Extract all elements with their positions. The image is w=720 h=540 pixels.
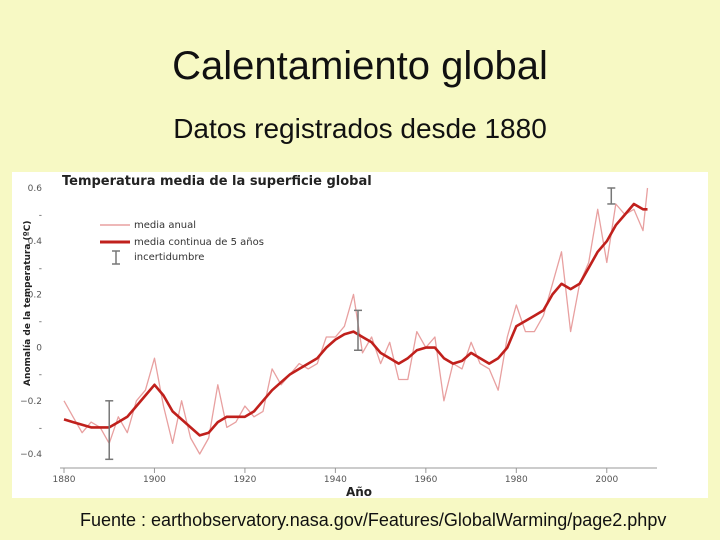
uncertainty-bar: [105, 400, 114, 461]
x-tick-label: 2000: [595, 475, 618, 485]
x-tick-label: 1920: [233, 475, 256, 485]
y-tick-label: 0: [36, 344, 42, 354]
chart-title: Temperatura media de la superficie globa…: [62, 174, 372, 189]
y-tick-label: -: [39, 211, 42, 221]
temperature-chart: −0.4 - −0.2 - 0 - 0.2 - 0.4 - 0.6 1880 1900 1920 1940…: [20, 174, 657, 499]
legend-uncertainty-swatch: [112, 250, 120, 265]
y-tick-group: −0.4 - −0.2 - 0 - 0.2 - 0.4 - 0.6: [20, 184, 42, 460]
y-tick-label: 0.2: [28, 290, 42, 300]
x-tick-label: 1940: [324, 475, 347, 485]
chart-panel: −0.4 - −0.2 - 0 - 0.2 - 0.4 - 0.6 1880 1900 1920 1940…: [12, 172, 708, 499]
x-tick-label: 1900: [143, 475, 166, 485]
x-tick-label: 1980: [505, 475, 528, 485]
uncertainty-bar: [607, 187, 616, 205]
slide-title: Calentamiento global: [172, 44, 548, 88]
y-tick-label: -: [39, 317, 42, 327]
source-citation: Fuente : earthobservatory.nasa.gov/Featu…: [80, 510, 667, 530]
x-axis-label: Año: [346, 485, 372, 498]
x-tick-label: 1880: [53, 475, 76, 485]
y-tick-label: 0.6: [28, 184, 43, 194]
y-tick-label: −0.4: [20, 450, 42, 460]
y-axis-label: Anomalía de la temperatura (ºC): [23, 221, 33, 386]
legend-uncertainty-label: incertidumbre: [134, 252, 204, 263]
y-tick-label: -: [39, 423, 42, 433]
y-tick-label: −0.2: [20, 397, 42, 407]
slide-subtitle: Datos registrados desde 1880: [173, 113, 547, 144]
x-tick-label: 1960: [414, 475, 437, 485]
y-tick-label: -: [39, 370, 42, 380]
uncertainty-bar: [354, 309, 362, 352]
y-tick-label: 0.4: [28, 237, 43, 247]
legend-annual-label: media anual: [134, 220, 196, 231]
uncertainty-group: [105, 187, 616, 461]
legend-smooth-label: media continua de 5 años: [134, 237, 264, 248]
y-tick-label: -: [39, 264, 42, 274]
x-tick-group: 1880 1900 1920 1940 1960 1980 2000: [53, 468, 618, 485]
legend: media anual media continua de 5 años inc…: [100, 220, 264, 265]
